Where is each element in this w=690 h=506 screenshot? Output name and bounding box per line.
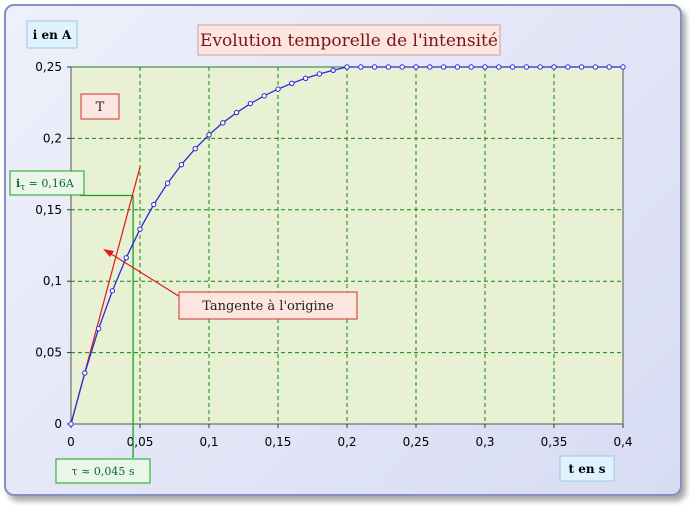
data-point (316, 71, 323, 77)
y-tick-label: 0 (54, 417, 62, 431)
data-point (482, 64, 488, 70)
y-tick-label: 0,25 (35, 60, 62, 74)
data-point (302, 75, 309, 81)
x-tick-label: 0,1 (199, 435, 218, 449)
data-point (565, 64, 571, 70)
grid (71, 66, 623, 424)
data-point (233, 109, 240, 116)
data-point (123, 255, 129, 261)
x-tick-label: 0,2 (337, 435, 356, 449)
data-point (385, 64, 392, 70)
data-point (289, 80, 295, 86)
x-tick-label: 0 (67, 435, 75, 449)
series-group (68, 64, 626, 427)
i-tau-label: iτ = 0,16A (16, 177, 75, 193)
data-point (95, 326, 102, 332)
data-point (164, 180, 171, 186)
tau-label: τ ≈ 0,045 s (72, 465, 135, 478)
tangent-arrow-head (103, 249, 114, 257)
data-point (68, 421, 74, 427)
x-tick-label: 0,15 (265, 435, 292, 449)
y-axis-label-box (26, 20, 78, 49)
data-point (371, 64, 378, 70)
tangent-label: Tangente à l'origine (202, 299, 334, 314)
tangent-t-label: T (96, 100, 105, 115)
data-point (440, 64, 447, 70)
chart-title: Evolution temporelle de l'intensité (200, 31, 498, 51)
x-tick-label: 0,25 (403, 435, 430, 449)
data-point (358, 64, 364, 70)
data-point (344, 64, 350, 70)
data-point (247, 100, 254, 107)
y-tick-label: 0,1 (43, 274, 62, 288)
i-tau-box (9, 170, 85, 196)
data-point (178, 161, 185, 168)
data-point (578, 64, 585, 70)
data-point (151, 201, 157, 208)
i-tau-value: = 0,16A (25, 177, 75, 190)
data-point (606, 64, 612, 70)
y-tick-label: 0,15 (35, 203, 62, 217)
tau-guides (80, 194, 134, 458)
data-point (206, 132, 212, 138)
tangent-t-box (80, 93, 120, 120)
tangent-arrow-line (107, 251, 186, 301)
data-point (468, 64, 474, 70)
title-box (197, 24, 501, 56)
i-tau-symbol: i (16, 177, 20, 190)
data-point (109, 288, 116, 294)
data-point (427, 64, 433, 70)
y-axis-label: i en A (33, 28, 72, 42)
x-tick-label: 0,3 (475, 435, 494, 449)
data-point (220, 120, 226, 126)
tangent-label-box (178, 291, 358, 320)
data-point (592, 64, 599, 70)
data-point (399, 64, 405, 70)
data-point (82, 370, 88, 376)
data-point (192, 145, 198, 152)
tau-box (55, 458, 151, 484)
data-point (509, 64, 516, 70)
x-axis-label-box (559, 455, 615, 482)
data-point (620, 64, 626, 70)
x-tick-label: 0,4 (613, 435, 632, 449)
x-axis-label: t en s (568, 462, 605, 476)
y-tick-label: 0,2 (43, 131, 62, 145)
data-point (496, 64, 502, 70)
data-point (330, 67, 336, 73)
data-point (454, 64, 461, 70)
data-point (137, 226, 143, 232)
data-point (413, 64, 419, 70)
data-point (523, 64, 530, 70)
tick-labels: 0 0,05 0,1 0,15 0,2 0,25 0,3 0,35 0,4 0 0,05 0,1 0,1… (35, 60, 632, 449)
i-tau-subscript: τ (20, 183, 25, 193)
x-tick-label: 0,05 (127, 435, 154, 449)
y-tick-label: 0,05 (35, 346, 62, 360)
data-point (551, 64, 557, 70)
data-point (275, 86, 281, 92)
data-point (261, 93, 267, 99)
x-tick-label: 0,35 (541, 435, 568, 449)
data-point (537, 64, 543, 70)
